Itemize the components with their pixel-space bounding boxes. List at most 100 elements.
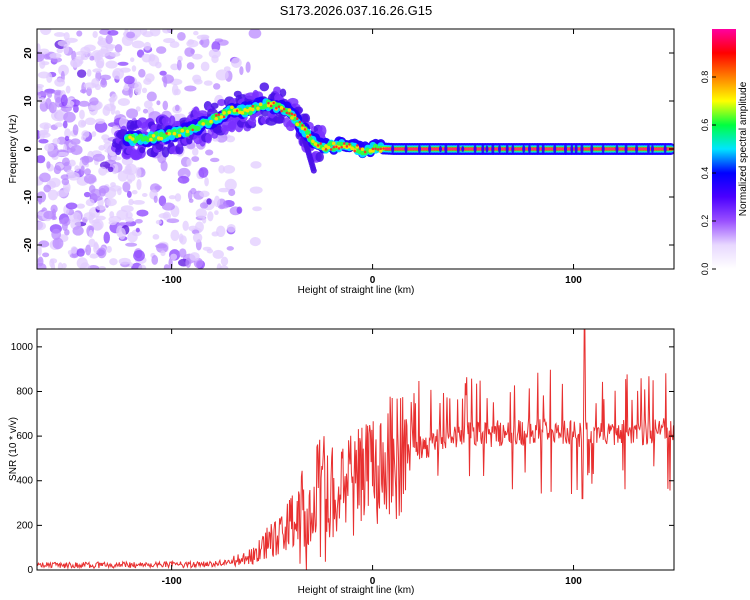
spectrogram-blob [536,143,540,155]
spectrogram-blob [84,168,91,176]
spectrogram-blob [324,144,328,148]
spectrogram-blob [109,258,118,266]
spectrogram-blob [186,39,199,48]
spectrogram-blob [201,122,205,126]
spectrogram-blob [249,186,263,194]
spectrogram-blob [180,128,185,133]
spectrogram-blob [126,172,136,182]
spectrogram-blob [266,103,271,108]
spectrogram-blob [163,76,168,88]
y-tick-label: 10 [23,95,34,107]
spectrogram-blob [162,29,171,34]
spectrogram-blob [186,158,192,167]
spectrogram-blob [624,143,628,155]
spectrogram-blob [220,256,229,266]
spectrogram-blob [256,106,260,111]
spectrogram-blob [86,86,92,97]
spectrogram-blob [580,143,584,155]
spectrogram-blob [296,117,299,120]
spectrogram-blob [190,48,195,55]
spectrogram-blob [38,97,46,104]
spectrogram-blob [92,219,100,224]
spectrogram-blob [590,144,594,154]
spectrogram-blob [37,245,42,257]
spectrogram-blob [456,143,460,155]
spectrogram-blob [98,166,108,176]
spectrogram-blob [248,29,262,39]
spectrogram-blob [174,104,180,112]
spectrogram-blob [182,220,189,231]
spectrogram-blob [103,231,110,244]
spectrogram-blob [177,31,186,41]
x-tick-label: -100 [162,576,182,587]
spectrogram-blob [215,133,228,143]
spectrogram-blob [199,190,210,198]
spectrogram-blob [74,165,80,172]
spectrogram-blob [64,186,70,194]
y-tick-label: 0 [23,146,34,152]
spectrogram-blob [68,159,76,167]
spectrogram-blob [158,213,170,219]
spectrogram-blob [170,253,178,261]
spectrogram-blob [83,82,97,89]
spectrogram-blob [130,57,135,63]
spectrogram-blob [151,133,156,138]
spectrogram-blob [92,153,106,162]
spectrogram-blob [88,229,93,239]
spectrogram-blob [290,116,294,120]
spectrogram-blob [123,75,135,85]
spectrogram-blob [138,68,146,78]
spectrogram-blob [223,66,231,72]
spectrogram-blob [172,131,177,136]
spectrogram-blob [61,263,67,269]
spectrogram-blob [275,106,278,110]
spectrogram-blob [126,31,136,39]
spectrogram-blob [47,189,59,201]
snr-xlabel: Height of straight line (km) [298,585,415,596]
spectrogram-blob [77,119,87,128]
spectrogram-blob [170,229,180,242]
spectrogram-blob [498,144,502,154]
spectrogram-blob [274,116,286,124]
spectrogram-blob [152,234,160,240]
spectrogram-blob [368,149,373,153]
spectrogram-blob [138,264,147,269]
spectrogram-blob [200,61,210,72]
spectrogram-blob [280,109,283,113]
colorbar-tick-label: 0.0 [700,263,710,276]
spectrogram-blob [215,114,218,117]
spectrogram-blob [371,147,375,151]
spectrogram-blob [89,253,99,259]
spectrogram-blob [125,242,138,247]
spectrogram-blob [332,145,335,149]
spectrogram-blob [203,80,213,86]
spectrogram-blob [236,206,243,214]
spectrogram-blob [313,142,318,146]
spectrogram-blob [211,54,219,64]
spectrogram-blob [337,147,341,150]
spectrogram-blob [245,108,250,113]
spectrogram-blob [63,111,76,123]
spectrogram-blob [166,218,180,224]
spectrogram-blob [156,46,167,54]
spectrogram-blob [485,145,489,153]
spectrogram-blob [37,91,49,96]
y-tick-label: -20 [23,237,34,252]
spectrogram-blob [37,155,46,164]
spectrogram-blob [141,53,152,63]
spectrogram-blob [353,149,356,153]
spectrogram-blob [133,249,145,262]
spectrogram-blob [91,131,97,137]
y-tick-label: -10 [23,189,34,204]
spectrogram-blob [118,257,131,265]
spectrogram-blob [103,142,114,151]
spectrogram-blob [177,133,182,138]
spectrogram-blob [219,115,224,119]
spectrogram-blob [195,125,201,132]
spectrogram-blob [316,144,320,147]
spectrogram-blob [207,211,214,222]
spectrogram-blob [130,137,135,141]
spectrogram-blob [70,246,78,254]
spectrogram-blob [59,219,65,225]
spectrogram-blob [86,68,92,77]
